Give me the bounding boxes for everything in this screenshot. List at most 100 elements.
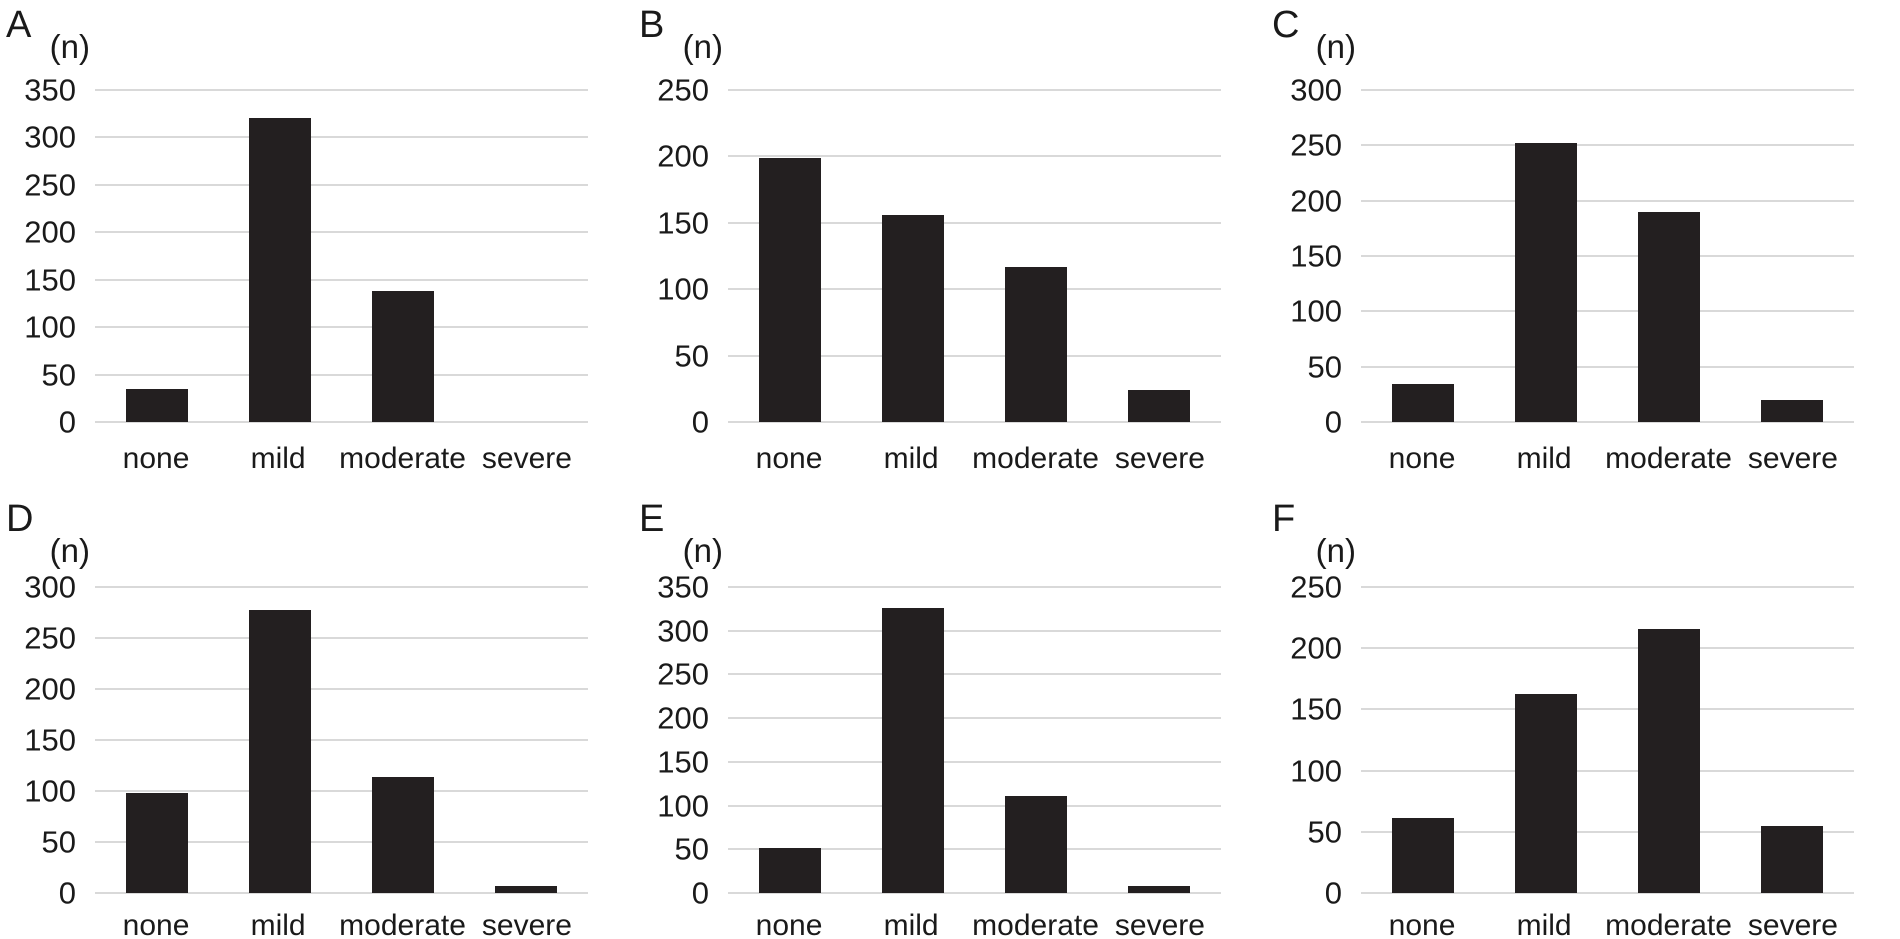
gridline (1361, 144, 1854, 147)
y-tick-label: 100 (657, 271, 709, 307)
gridline (95, 790, 588, 792)
x-category-label: mild (250, 442, 306, 475)
bar-none (1391, 818, 1454, 893)
y-tick-label: 150 (657, 205, 709, 241)
x-category-label: moderate (339, 442, 466, 475)
y-tick-label: 0 (691, 875, 709, 911)
y-axis-unit-label: (n) (49, 532, 90, 569)
x-category-label: mild (883, 442, 939, 475)
bar-mild (1514, 143, 1577, 422)
gridline (95, 231, 588, 234)
y-tick-label: 250 (24, 167, 76, 203)
x-category-label: none (1388, 442, 1456, 475)
x-category-label: moderate (339, 909, 466, 939)
chart-panel: D (n) 0 50 100 150 200 250 300 none mild moderat… (0, 470, 633, 939)
y-tick-label: 250 (1290, 127, 1342, 163)
plot-area (728, 89, 1221, 423)
bar-none (125, 793, 188, 893)
chart-panel: F (n) 0 50 100 150 200 250 none mild moderate se… (1266, 470, 1900, 939)
x-axis-baseline (728, 892, 1221, 894)
x-category-label: severe (1114, 442, 1205, 475)
gridline (728, 673, 1221, 676)
x-axis-labels: none mild moderate severe (95, 444, 588, 474)
gridline (1361, 255, 1854, 257)
x-axis-labels: none mild moderate severe (95, 911, 588, 939)
bar-moderate (1638, 628, 1701, 893)
bar-severe (495, 885, 558, 893)
y-tick-label: 200 (1290, 183, 1342, 219)
y-axis: 0 50 100 150 200 250 300 (1266, 75, 1342, 438)
y-tick-label: 100 (1290, 753, 1342, 789)
gridline (1361, 89, 1854, 91)
panel-letter: D (6, 498, 34, 540)
x-category-label: severe (481, 442, 572, 475)
x-category-label: severe (1747, 909, 1838, 939)
y-tick-label: 0 (691, 404, 709, 440)
gridline (1361, 310, 1854, 313)
gridline (95, 739, 588, 741)
x-category-label: moderate (1605, 442, 1732, 475)
gridline (1361, 199, 1854, 202)
gridline (95, 326, 588, 329)
gridline (95, 586, 588, 588)
y-tick-label: 350 (657, 569, 709, 605)
x-axis-baseline (1361, 421, 1854, 423)
y-tick-label: 300 (24, 119, 76, 155)
x-axis-labels: none mild moderate severe (728, 444, 1221, 474)
y-tick-label: 200 (24, 671, 76, 707)
bar-none (125, 388, 188, 422)
plot-area (95, 89, 588, 423)
y-tick-label: 150 (657, 744, 709, 780)
y-axis-unit-label: (n) (1315, 532, 1356, 569)
gridline (95, 136, 588, 139)
x-axis-baseline (1361, 892, 1854, 894)
y-axis: 0 50 100 150 200 250 (1266, 572, 1342, 909)
y-axis-unit-label: (n) (49, 28, 90, 65)
y-tick-label: 50 (1307, 814, 1342, 850)
gridline (95, 183, 588, 186)
gridline (1361, 647, 1854, 650)
x-category-label: moderate (1605, 909, 1732, 939)
x-category-label: none (122, 442, 190, 475)
gridline (728, 221, 1221, 224)
gridline (95, 373, 588, 376)
gridline (1361, 365, 1854, 368)
bar-severe (1761, 399, 1824, 422)
y-tick-label: 50 (1307, 349, 1342, 385)
chart-panel: B (n) 0 50 100 150 200 250 none mild moderate se… (633, 0, 1266, 474)
x-axis-baseline (95, 892, 588, 894)
gridline (95, 637, 588, 639)
y-axis: 0 50 100 150 200 250 300 350 (0, 75, 76, 438)
x-axis-baseline (728, 421, 1221, 423)
gridline (95, 278, 588, 281)
x-category-label: none (122, 909, 190, 939)
x-category-label: severe (1114, 909, 1205, 939)
x-axis-labels: none mild moderate severe (1361, 911, 1854, 939)
y-tick-label: 300 (657, 613, 709, 649)
y-tick-label: 250 (1290, 569, 1342, 605)
bar-moderate (1005, 266, 1068, 422)
y-tick-label: 150 (1290, 238, 1342, 274)
y-tick-label: 150 (1290, 691, 1342, 727)
bar-moderate (372, 291, 435, 422)
x-category-label: moderate (972, 442, 1099, 475)
y-tick-label: 0 (58, 875, 76, 911)
gridline (95, 688, 588, 690)
y-tick-label: 200 (1290, 630, 1342, 666)
plot-area (1361, 89, 1854, 423)
gridline (95, 89, 588, 91)
plot-area (1361, 586, 1854, 894)
gridline (1361, 708, 1854, 711)
gridline (728, 848, 1221, 851)
y-tick-label: 150 (24, 722, 76, 758)
x-category-label: none (755, 442, 823, 475)
gridline (728, 717, 1221, 720)
bar-mild (248, 117, 311, 422)
panel-letter: F (1272, 498, 1296, 540)
bar-severe (1128, 886, 1191, 893)
gridline (728, 354, 1221, 357)
bar-mild (881, 214, 944, 422)
x-axis-baseline (95, 421, 588, 423)
gridline (1361, 769, 1854, 772)
y-tick-label: 50 (41, 824, 76, 860)
